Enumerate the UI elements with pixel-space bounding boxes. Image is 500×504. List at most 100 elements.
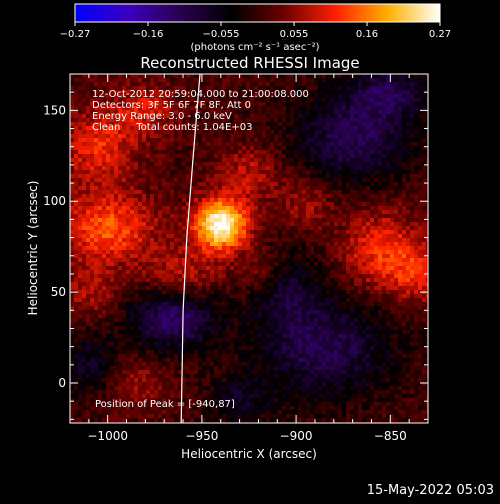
heatmap-cell (314, 154, 319, 159)
heatmap-cell (346, 266, 351, 271)
heatmap-cell (106, 186, 111, 191)
heatmap-cell (314, 102, 319, 107)
heatmap-cell (410, 222, 415, 227)
heatmap-cell (366, 230, 371, 235)
heatmap-cell (146, 142, 151, 147)
heatmap-cell (82, 270, 87, 275)
heatmap-cell (406, 94, 411, 99)
heatmap-cell (290, 206, 295, 211)
heatmap-cell (234, 186, 239, 191)
heatmap-cell (82, 118, 87, 123)
heatmap-cell (330, 162, 335, 167)
heatmap-cell (358, 106, 363, 111)
heatmap-cell (366, 102, 371, 107)
heatmap-cell (186, 282, 191, 287)
heatmap-cell (310, 182, 315, 187)
heatmap-cell (302, 122, 307, 127)
heatmap-cell (242, 274, 247, 279)
heatmap-cell (326, 74, 331, 79)
heatmap-cell (218, 226, 223, 231)
heatmap-cell (174, 206, 179, 211)
heatmap-cell (198, 138, 203, 143)
heatmap-cell (78, 138, 83, 143)
heatmap-cell (414, 114, 419, 119)
heatmap-cell (158, 178, 163, 183)
heatmap-cell (410, 166, 415, 171)
heatmap-cell (358, 198, 363, 203)
heatmap-cell (134, 198, 139, 203)
heatmap-cell (286, 206, 291, 211)
heatmap-cell (322, 286, 327, 291)
heatmap-cell (390, 234, 395, 239)
heatmap-cell (110, 246, 115, 251)
heatmap-cell (302, 130, 307, 135)
heatmap-cell (386, 222, 391, 227)
heatmap-cell (334, 186, 339, 191)
heatmap-cell (398, 266, 403, 271)
heatmap-cell (86, 78, 91, 83)
heatmap-cell (330, 170, 335, 175)
heatmap-cell (362, 190, 367, 195)
heatmap-cell (206, 74, 211, 79)
heatmap-cell (330, 250, 335, 255)
heatmap-cell (382, 86, 387, 91)
heatmap-cell (326, 90, 331, 95)
heatmap-cell (154, 250, 159, 255)
heatmap-cell (210, 162, 215, 167)
heatmap-cell (318, 174, 323, 179)
heatmap-cell (174, 186, 179, 191)
heatmap-cell (250, 230, 255, 235)
heatmap-cell (366, 266, 371, 271)
heatmap-cell (162, 246, 167, 251)
heatmap-cell (282, 202, 287, 207)
heatmap-cell (330, 198, 335, 203)
heatmap-cell (86, 106, 91, 111)
heatmap-cell (358, 122, 363, 127)
heatmap-cell (374, 214, 379, 219)
heatmap-cell (82, 154, 87, 159)
heatmap-cell (338, 134, 343, 139)
heatmap-cell (258, 118, 263, 123)
heatmap-cell (118, 282, 123, 287)
heatmap-cell (214, 274, 219, 279)
heatmap-cell (114, 218, 119, 223)
heatmap-cell (390, 106, 395, 111)
heatmap-cell (130, 250, 135, 255)
heatmap-cell (174, 294, 179, 299)
heatmap-cell (114, 234, 119, 239)
heatmap-cell (242, 214, 247, 219)
heatmap-cell (102, 270, 107, 275)
heatmap-cell (394, 158, 399, 163)
heatmap-cell (286, 82, 291, 87)
heatmap-cell (378, 250, 383, 255)
heatmap-cell (270, 150, 275, 155)
heatmap-cell (150, 290, 155, 295)
heatmap-cell (354, 290, 359, 295)
heatmap-cell (122, 170, 127, 175)
heatmap-cell (246, 210, 251, 215)
heatmap-cell (178, 210, 183, 215)
heatmap-cell (194, 78, 199, 83)
heatmap-cell (214, 182, 219, 187)
heatmap-cell (278, 134, 283, 139)
heatmap-cell (222, 174, 227, 179)
heatmap-cell (346, 174, 351, 179)
heatmap-cell (334, 122, 339, 127)
heatmap-cell (326, 242, 331, 247)
heatmap-cell (142, 158, 147, 163)
heatmap-cell (258, 254, 263, 259)
heatmap-cell (174, 290, 179, 295)
heatmap-cell (422, 162, 427, 167)
heatmap-cell (394, 290, 399, 295)
heatmap-cell (170, 234, 175, 239)
heatmap-cell (90, 262, 95, 267)
heatmap-cell (402, 174, 407, 179)
heatmap-cell (198, 262, 203, 267)
heatmap-cell (142, 174, 147, 179)
heatmap-cell (410, 214, 415, 219)
heatmap-cell (74, 90, 79, 95)
heatmap-cell (234, 142, 239, 147)
heatmap-cell (114, 250, 119, 255)
heatmap-cell (294, 122, 299, 127)
heatmap-cell (94, 202, 99, 207)
